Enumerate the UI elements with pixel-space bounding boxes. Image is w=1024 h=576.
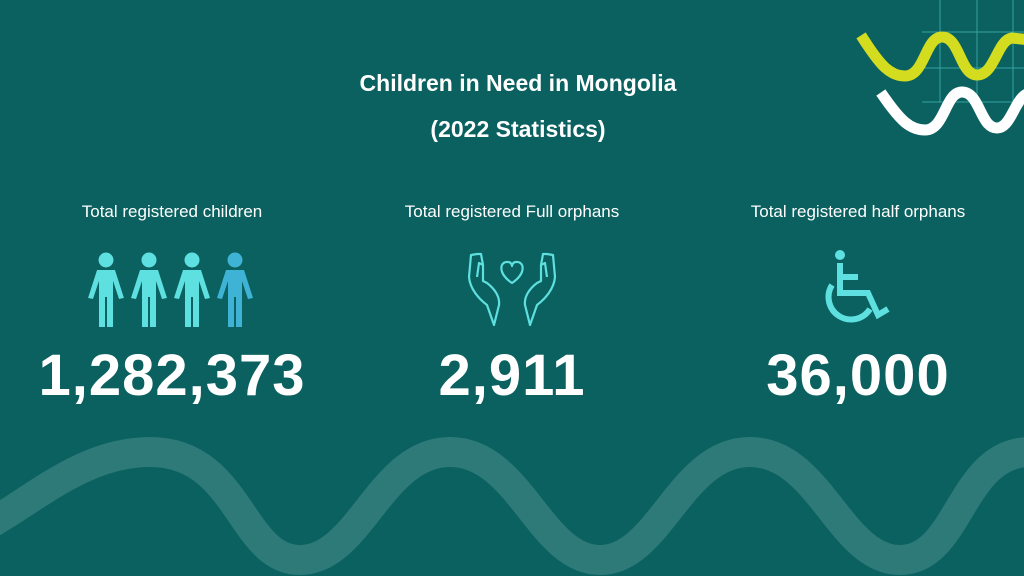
stat-value: 36,000 (766, 343, 950, 408)
bottom-wave (0, 436, 1024, 576)
stat-label: Total registered children (81, 202, 263, 221)
stat-label: Total registered Full orphans (404, 202, 620, 221)
white-wave (876, 86, 1024, 136)
stat-value: 1,282,373 (38, 343, 306, 408)
title-line-1: Children in Need in Mongolia (359, 70, 677, 96)
page-title: Children in Need in Mongolia (2022 Stati… (0, 60, 1024, 152)
stat-registered-children: Total registered children 1,282,373 (2, 202, 342, 409)
title-line-2: (2022 Statistics) (430, 116, 606, 142)
stat-label: Total registered half orphans (750, 202, 966, 221)
stat-value: 2,911 (438, 343, 586, 408)
people-group-icon (2, 244, 342, 334)
stat-full-orphans: Total registered Full orphans 2,911 (342, 202, 682, 409)
hands-heart-icon (342, 244, 682, 334)
wheelchair-icon (688, 244, 1024, 334)
stat-half-orphans: Total registered half orphans 36,000 (688, 202, 1024, 409)
yellow-wave (856, 31, 1024, 82)
